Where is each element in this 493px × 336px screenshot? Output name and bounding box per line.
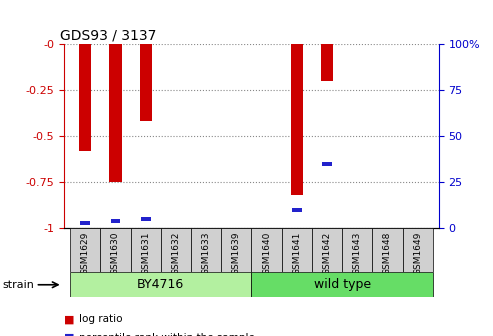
Text: GSM1629: GSM1629 bbox=[81, 232, 90, 275]
Text: GSM1630: GSM1630 bbox=[111, 232, 120, 276]
Bar bbox=[372, 228, 402, 272]
Bar bbox=[402, 228, 433, 272]
Bar bbox=[110, 219, 120, 223]
Bar bbox=[322, 162, 332, 166]
Bar bbox=[70, 228, 101, 272]
Text: GSM1639: GSM1639 bbox=[232, 232, 241, 276]
Bar bbox=[131, 228, 161, 272]
Bar bbox=[141, 217, 150, 221]
Bar bbox=[312, 228, 342, 272]
Bar bbox=[79, 44, 91, 151]
Text: ■: ■ bbox=[64, 333, 74, 336]
Text: GDS93 / 3137: GDS93 / 3137 bbox=[60, 29, 157, 43]
Text: GSM1641: GSM1641 bbox=[292, 232, 301, 275]
Bar bbox=[251, 228, 282, 272]
Text: GSM1648: GSM1648 bbox=[383, 232, 392, 275]
Bar bbox=[140, 44, 152, 121]
Text: strain: strain bbox=[2, 280, 35, 290]
Text: GSM1633: GSM1633 bbox=[202, 232, 211, 276]
Bar bbox=[251, 272, 433, 297]
Text: GSM1649: GSM1649 bbox=[413, 232, 422, 275]
Bar bbox=[109, 44, 121, 182]
Text: BY4716: BY4716 bbox=[137, 278, 184, 291]
Text: ■: ■ bbox=[64, 314, 74, 324]
Text: GSM1631: GSM1631 bbox=[141, 232, 150, 276]
Bar bbox=[101, 228, 131, 272]
Text: GSM1640: GSM1640 bbox=[262, 232, 271, 275]
Bar bbox=[70, 272, 251, 297]
Bar bbox=[292, 208, 302, 212]
Text: wild type: wild type bbox=[314, 278, 371, 291]
Bar bbox=[161, 228, 191, 272]
Bar bbox=[291, 44, 303, 195]
Text: percentile rank within the sample: percentile rank within the sample bbox=[79, 333, 255, 336]
Bar bbox=[80, 221, 90, 225]
Bar bbox=[191, 228, 221, 272]
Bar bbox=[221, 228, 251, 272]
Bar bbox=[282, 228, 312, 272]
Text: GSM1642: GSM1642 bbox=[322, 232, 331, 275]
Text: GSM1632: GSM1632 bbox=[172, 232, 180, 275]
Bar bbox=[342, 228, 372, 272]
Bar bbox=[321, 44, 333, 81]
Text: log ratio: log ratio bbox=[79, 314, 122, 324]
Text: GSM1643: GSM1643 bbox=[352, 232, 362, 275]
